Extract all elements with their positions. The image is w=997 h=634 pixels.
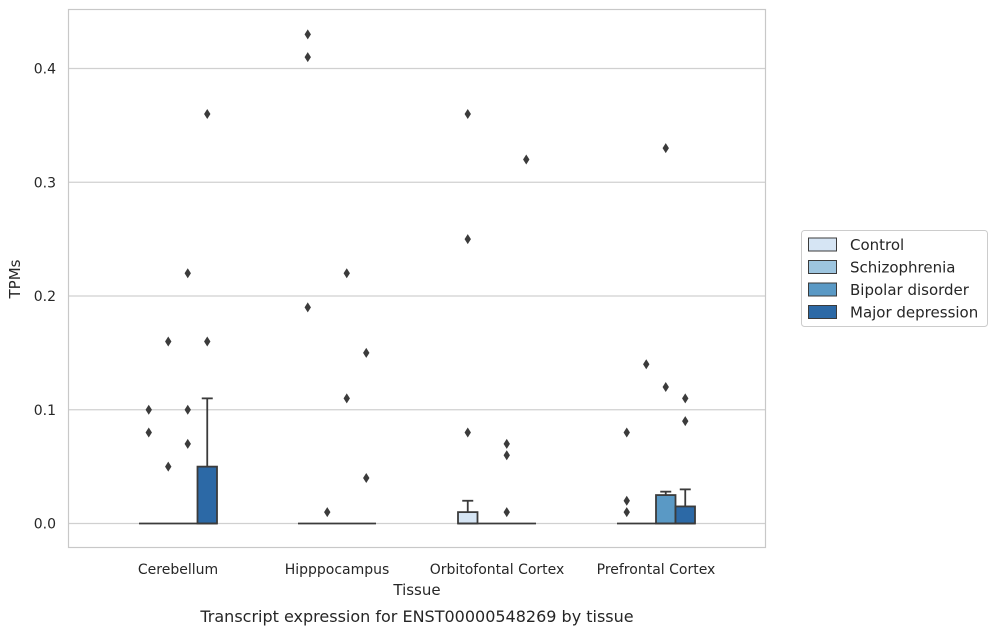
box-bipolar-disorder bbox=[497, 438, 517, 525]
box-control bbox=[617, 427, 637, 525]
legend-items: Control Schizophrenia Bipolar disorder Majo… bbox=[808, 236, 978, 322]
box-control bbox=[298, 29, 318, 525]
y-tick-label: 0.4 bbox=[34, 62, 56, 78]
outlier-point bbox=[682, 416, 689, 427]
box-major-depression bbox=[196, 109, 218, 525]
outlier-point bbox=[204, 109, 211, 119]
outlier-point bbox=[464, 234, 471, 245]
outlier-point bbox=[464, 427, 471, 438]
outlier-point bbox=[363, 473, 370, 483]
x-tick-labels: Cerebellum Hipppocampus Orbitofontal Corte… bbox=[138, 562, 715, 578]
y-tick-labels: 0.0 0.1 0.2 0.3 0.4 bbox=[34, 62, 56, 533]
outlier-point bbox=[145, 404, 152, 415]
legend-swatch bbox=[808, 237, 837, 252]
legend-label: Bipolar disorder bbox=[850, 281, 970, 299]
legend-label: Control bbox=[850, 236, 904, 254]
legend-frame bbox=[801, 230, 988, 327]
outlier-point bbox=[464, 109, 471, 119]
y-tick-label: 0.1 bbox=[34, 403, 56, 419]
outlier-point bbox=[662, 382, 669, 392]
box-major-depression bbox=[674, 393, 696, 525]
outlier-point bbox=[662, 143, 669, 154]
box-body bbox=[674, 505, 696, 525]
grid-lines bbox=[68, 67, 766, 525]
x-tick-label: Prefrontal Cortex bbox=[597, 562, 716, 578]
outlier-point bbox=[145, 427, 152, 438]
x-tick-label: Cerebellum bbox=[138, 562, 218, 578]
x-axis-title: Tissue bbox=[392, 581, 440, 599]
outlier-point bbox=[184, 404, 191, 415]
outlier-point bbox=[204, 336, 211, 347]
outlier-point bbox=[165, 336, 172, 347]
outlier-point bbox=[363, 347, 370, 358]
box-schizophrenia bbox=[158, 336, 178, 525]
box-major-depression bbox=[356, 347, 376, 525]
box-bipolar-disorder bbox=[655, 143, 677, 525]
box-control bbox=[457, 109, 479, 525]
outlier-point bbox=[184, 438, 191, 449]
legend: Control Schizophrenia Bipolar disorder Majo… bbox=[801, 230, 988, 327]
outlier-point bbox=[682, 393, 689, 404]
box-bipolar-disorder bbox=[178, 268, 198, 525]
box-control bbox=[139, 404, 159, 525]
outlier-point bbox=[623, 495, 630, 506]
x-tick-label: Hipppocampus bbox=[285, 562, 390, 578]
outlier-point bbox=[304, 52, 311, 63]
plot-frame bbox=[67, 8, 767, 549]
outlier-point bbox=[304, 29, 311, 40]
outlier-point bbox=[623, 427, 630, 438]
y-tick-label: 0.3 bbox=[34, 175, 56, 191]
box-schizophrenia bbox=[317, 507, 337, 525]
outlier-point bbox=[343, 268, 350, 279]
box-body bbox=[196, 465, 218, 525]
box-major-depression bbox=[516, 154, 536, 525]
outlier-point bbox=[324, 507, 331, 518]
legend-label: Major depression bbox=[850, 304, 978, 322]
outlier-point bbox=[304, 302, 311, 313]
y-tick-label: 0.0 bbox=[34, 517, 56, 533]
box-body bbox=[457, 511, 479, 525]
legend-swatch bbox=[808, 305, 837, 319]
outlier-point bbox=[165, 461, 172, 472]
x-tick-label: Orbitofontal Cortex bbox=[430, 562, 565, 578]
outlier-point bbox=[343, 393, 350, 404]
y-axis-title: TPMs bbox=[6, 259, 24, 299]
box-bipolar-disorder bbox=[337, 268, 357, 525]
y-tick-label: 0.2 bbox=[34, 289, 56, 305]
outlier-point bbox=[623, 507, 630, 518]
outlier-point bbox=[503, 438, 510, 449]
outlier-point bbox=[523, 154, 530, 165]
outlier-point bbox=[643, 359, 650, 370]
box-body bbox=[655, 494, 677, 525]
legend-label: Schizophrenia bbox=[850, 259, 955, 277]
outlier-point bbox=[503, 450, 510, 461]
legend-swatch bbox=[808, 260, 837, 274]
legend-swatch bbox=[808, 282, 837, 297]
outlier-point bbox=[503, 507, 510, 518]
chart-marks bbox=[139, 29, 696, 525]
box-schizophrenia bbox=[636, 359, 656, 525]
outlier-point bbox=[184, 268, 191, 279]
chart-caption: Transcript expression for ENST0000054826… bbox=[199, 607, 633, 626]
